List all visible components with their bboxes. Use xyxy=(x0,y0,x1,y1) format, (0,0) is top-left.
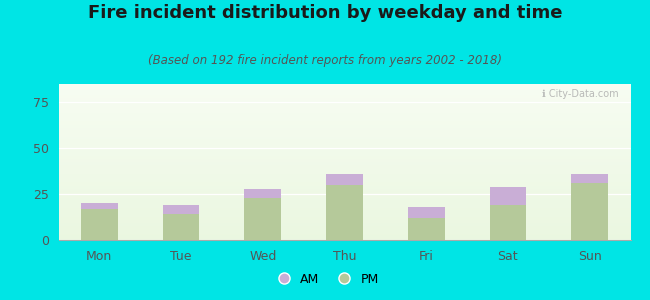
Text: (Based on 192 fire incident reports from years 2002 - 2018): (Based on 192 fire incident reports from… xyxy=(148,54,502,67)
Bar xyxy=(489,205,526,240)
Bar xyxy=(162,205,200,214)
Legend: AM, PM: AM, PM xyxy=(266,268,384,291)
Bar xyxy=(408,218,445,240)
Bar xyxy=(244,198,281,240)
Bar xyxy=(81,203,118,209)
Bar xyxy=(81,209,118,240)
Bar xyxy=(244,189,281,198)
Bar xyxy=(162,214,200,240)
Bar xyxy=(489,187,526,205)
Bar xyxy=(408,207,445,218)
Bar xyxy=(326,185,363,240)
Text: ℹ City-Data.com: ℹ City-Data.com xyxy=(543,89,619,99)
Bar xyxy=(326,174,363,185)
Text: Fire incident distribution by weekday and time: Fire incident distribution by weekday an… xyxy=(88,4,562,22)
Bar xyxy=(571,183,608,240)
Bar xyxy=(571,174,608,183)
